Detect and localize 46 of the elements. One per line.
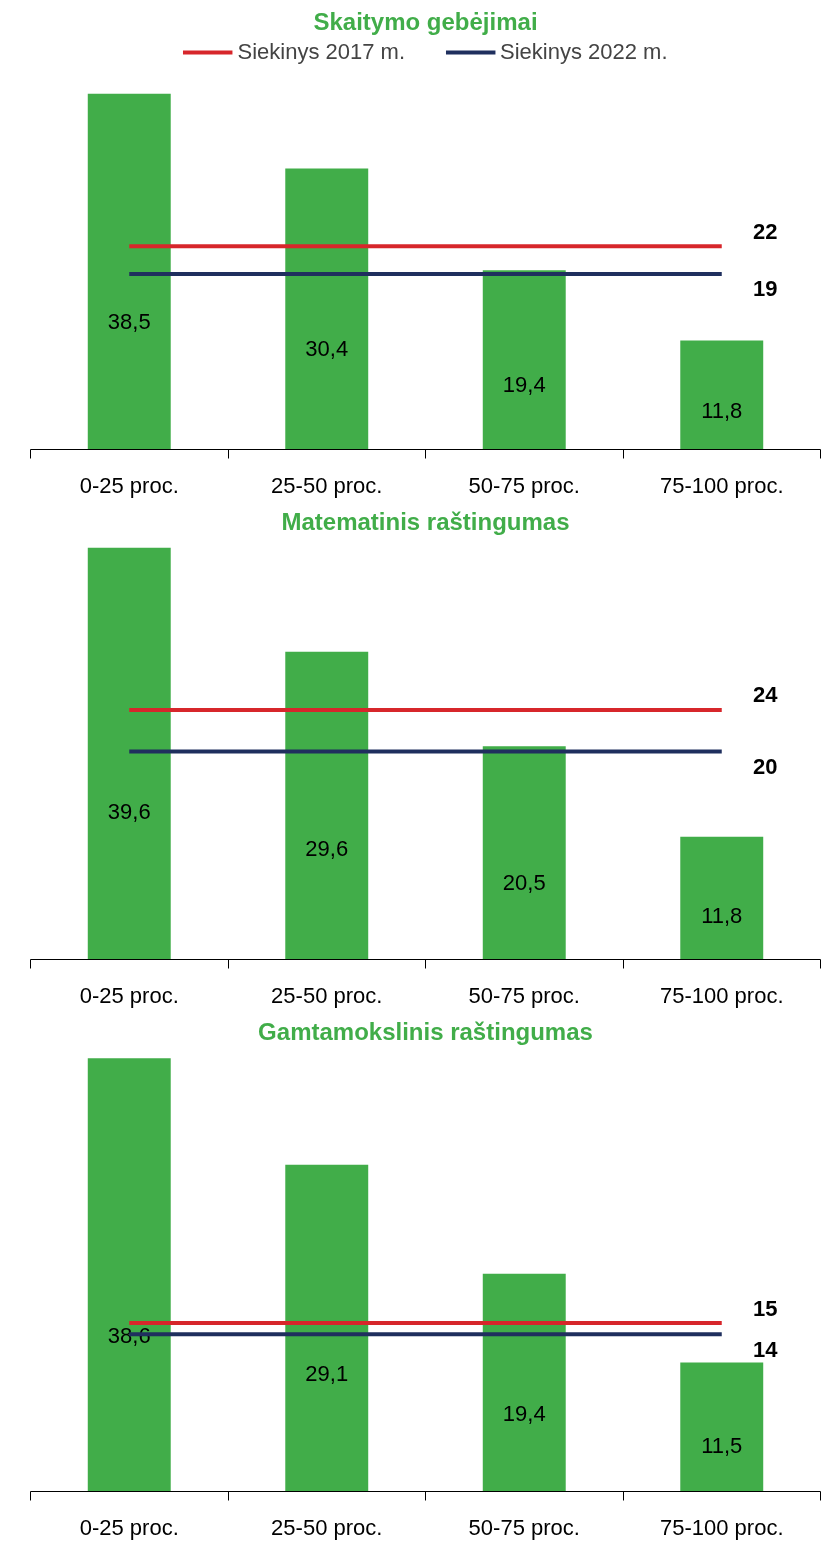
data-label: 15 — [752, 1295, 778, 1321]
data-label: 22 — [752, 218, 778, 244]
chart-title: Skaitymo gebėjimai — [313, 7, 538, 35]
data-label: 30,4 — [305, 335, 349, 361]
legend-label: Siekinys 2022 m. — [500, 39, 668, 65]
bar — [680, 1362, 764, 1492]
bar — [482, 270, 566, 450]
x-tick-label: 25-50 proc. — [271, 472, 383, 498]
data-label: 29,1 — [305, 1361, 349, 1387]
data-label: 19,4 — [502, 372, 546, 398]
bar — [482, 746, 566, 960]
x-tick-label: 50-75 proc. — [468, 1514, 580, 1540]
data-label: 38,5 — [107, 308, 151, 334]
legend-label: Siekinys 2017 m. — [237, 39, 405, 65]
chart-title: Matematinis raštingumas — [281, 507, 570, 535]
bar — [482, 1273, 566, 1492]
x-tick-label: 75-100 proc. — [659, 472, 784, 498]
x-tick-label: 50-75 proc. — [468, 472, 580, 498]
data-label: 11,8 — [701, 902, 743, 928]
x-tick-label: 0-25 proc. — [79, 982, 179, 1008]
x-tick-label: 75-100 proc. — [659, 982, 784, 1008]
bar — [87, 93, 171, 450]
x-tick-label: 0-25 proc. — [79, 472, 179, 498]
data-label: 20 — [752, 754, 778, 780]
data-label: 24 — [752, 682, 779, 708]
bar — [285, 168, 369, 450]
bar — [680, 340, 764, 450]
x-tick-label: 75-100 proc. — [659, 1514, 784, 1540]
data-label: 11,8 — [701, 397, 743, 423]
data-label: 14 — [752, 1336, 779, 1362]
x-tick-label: 0-25 proc. — [79, 1514, 179, 1540]
bar — [680, 836, 764, 960]
data-label: 29,6 — [305, 836, 349, 862]
data-label: 20,5 — [502, 870, 546, 896]
x-tick-label: 50-75 proc. — [468, 982, 580, 1008]
bar — [87, 547, 171, 960]
chart-title: Gamtamokslinis raštingumas — [258, 1017, 593, 1045]
data-label: 19 — [752, 276, 778, 302]
data-label: 39,6 — [107, 798, 151, 824]
data-label: 11,5 — [701, 1432, 743, 1458]
x-tick-label: 25-50 proc. — [271, 1514, 383, 1540]
bar — [285, 651, 369, 960]
data-label: 19,4 — [502, 1400, 546, 1426]
bar — [87, 1058, 171, 1492]
x-tick-label: 25-50 proc. — [271, 982, 383, 1008]
bar — [285, 1164, 369, 1492]
